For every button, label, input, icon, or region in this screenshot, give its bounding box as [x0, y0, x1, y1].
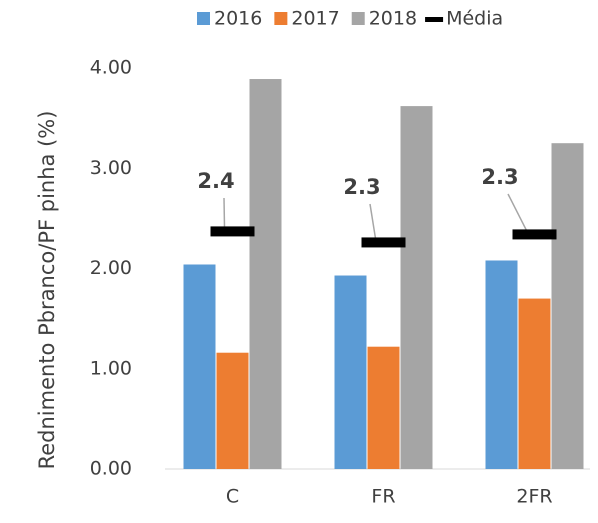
leader-line	[223, 197, 226, 228]
leader-line	[369, 203, 377, 239]
legend-swatch	[351, 12, 365, 25]
legend-swatch	[274, 12, 288, 25]
legend-label: 2016	[214, 8, 262, 30]
bar	[518, 298, 551, 469]
y-tick-label: 3.00	[90, 157, 132, 179]
mean-marker	[512, 229, 557, 240]
data-label: 2.3	[481, 165, 518, 189]
leader-line	[507, 193, 528, 231]
legend-label: 2018	[369, 8, 417, 30]
mean-marker	[210, 226, 255, 237]
bar	[551, 143, 584, 469]
legend-label: 2017	[291, 8, 339, 30]
bar	[400, 106, 433, 469]
y-tick-label: 4.00	[90, 57, 132, 79]
bar	[249, 79, 282, 469]
bar	[334, 275, 367, 469]
bar	[183, 264, 216, 469]
y-axis-label: Rednimento Pbranco/PF pinha (%)	[35, 111, 59, 470]
bar	[216, 352, 249, 469]
bar	[485, 260, 518, 469]
x-tick-label: FR	[371, 486, 395, 508]
y-tick-label: 2.00	[90, 257, 132, 279]
x-tick-label: C	[226, 486, 239, 508]
legend-swatch	[197, 12, 210, 25]
bar	[367, 346, 400, 469]
y-tick-label: 0.00	[90, 458, 132, 480]
legend-label: Média	[446, 8, 503, 30]
y-tick-label: 1.00	[90, 357, 132, 379]
legend-marker	[425, 17, 444, 22]
data-label: 2.3	[343, 175, 380, 199]
data-label: 2.4	[197, 169, 234, 193]
mean-marker	[361, 237, 406, 248]
x-tick-label: 2FR	[516, 486, 552, 508]
